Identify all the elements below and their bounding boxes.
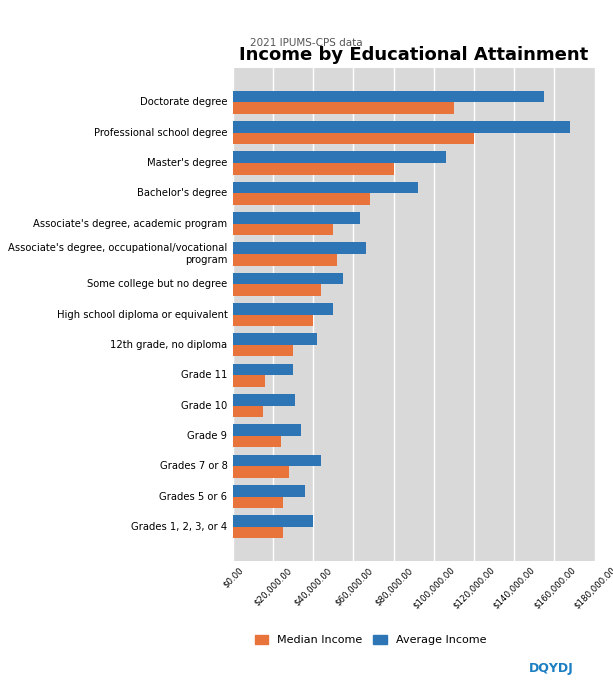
Bar: [233, 103, 454, 114]
Text: DQYDJ: DQYDJ: [529, 662, 574, 676]
Bar: [233, 91, 544, 103]
Bar: [233, 345, 293, 356]
Bar: [233, 485, 305, 497]
Bar: [233, 303, 333, 315]
Bar: [233, 406, 263, 417]
Bar: [233, 455, 321, 466]
Bar: [233, 376, 265, 387]
Bar: [233, 151, 446, 163]
Bar: [233, 425, 301, 436]
Bar: [233, 527, 283, 538]
Bar: [233, 333, 318, 345]
Bar: [233, 273, 343, 285]
Bar: [233, 364, 293, 376]
Bar: [233, 285, 321, 296]
Bar: [233, 394, 295, 406]
Bar: [233, 254, 337, 265]
Bar: [233, 224, 333, 235]
Text: 2021 IPUMS-CPS data: 2021 IPUMS-CPS data: [250, 38, 363, 48]
Bar: [233, 133, 474, 144]
Bar: [233, 121, 571, 133]
Legend: Median Income, Average Income: Median Income, Average Income: [250, 631, 490, 650]
Bar: [233, 194, 370, 205]
Bar: [233, 182, 418, 194]
Bar: [233, 516, 313, 527]
Bar: [233, 163, 394, 174]
Bar: [233, 466, 289, 478]
Bar: [233, 436, 281, 447]
Bar: [233, 497, 283, 508]
Bar: [233, 315, 313, 326]
Title: Income by Educational Attainment: Income by Educational Attainment: [239, 46, 588, 64]
Bar: [233, 242, 365, 254]
Bar: [233, 212, 359, 224]
